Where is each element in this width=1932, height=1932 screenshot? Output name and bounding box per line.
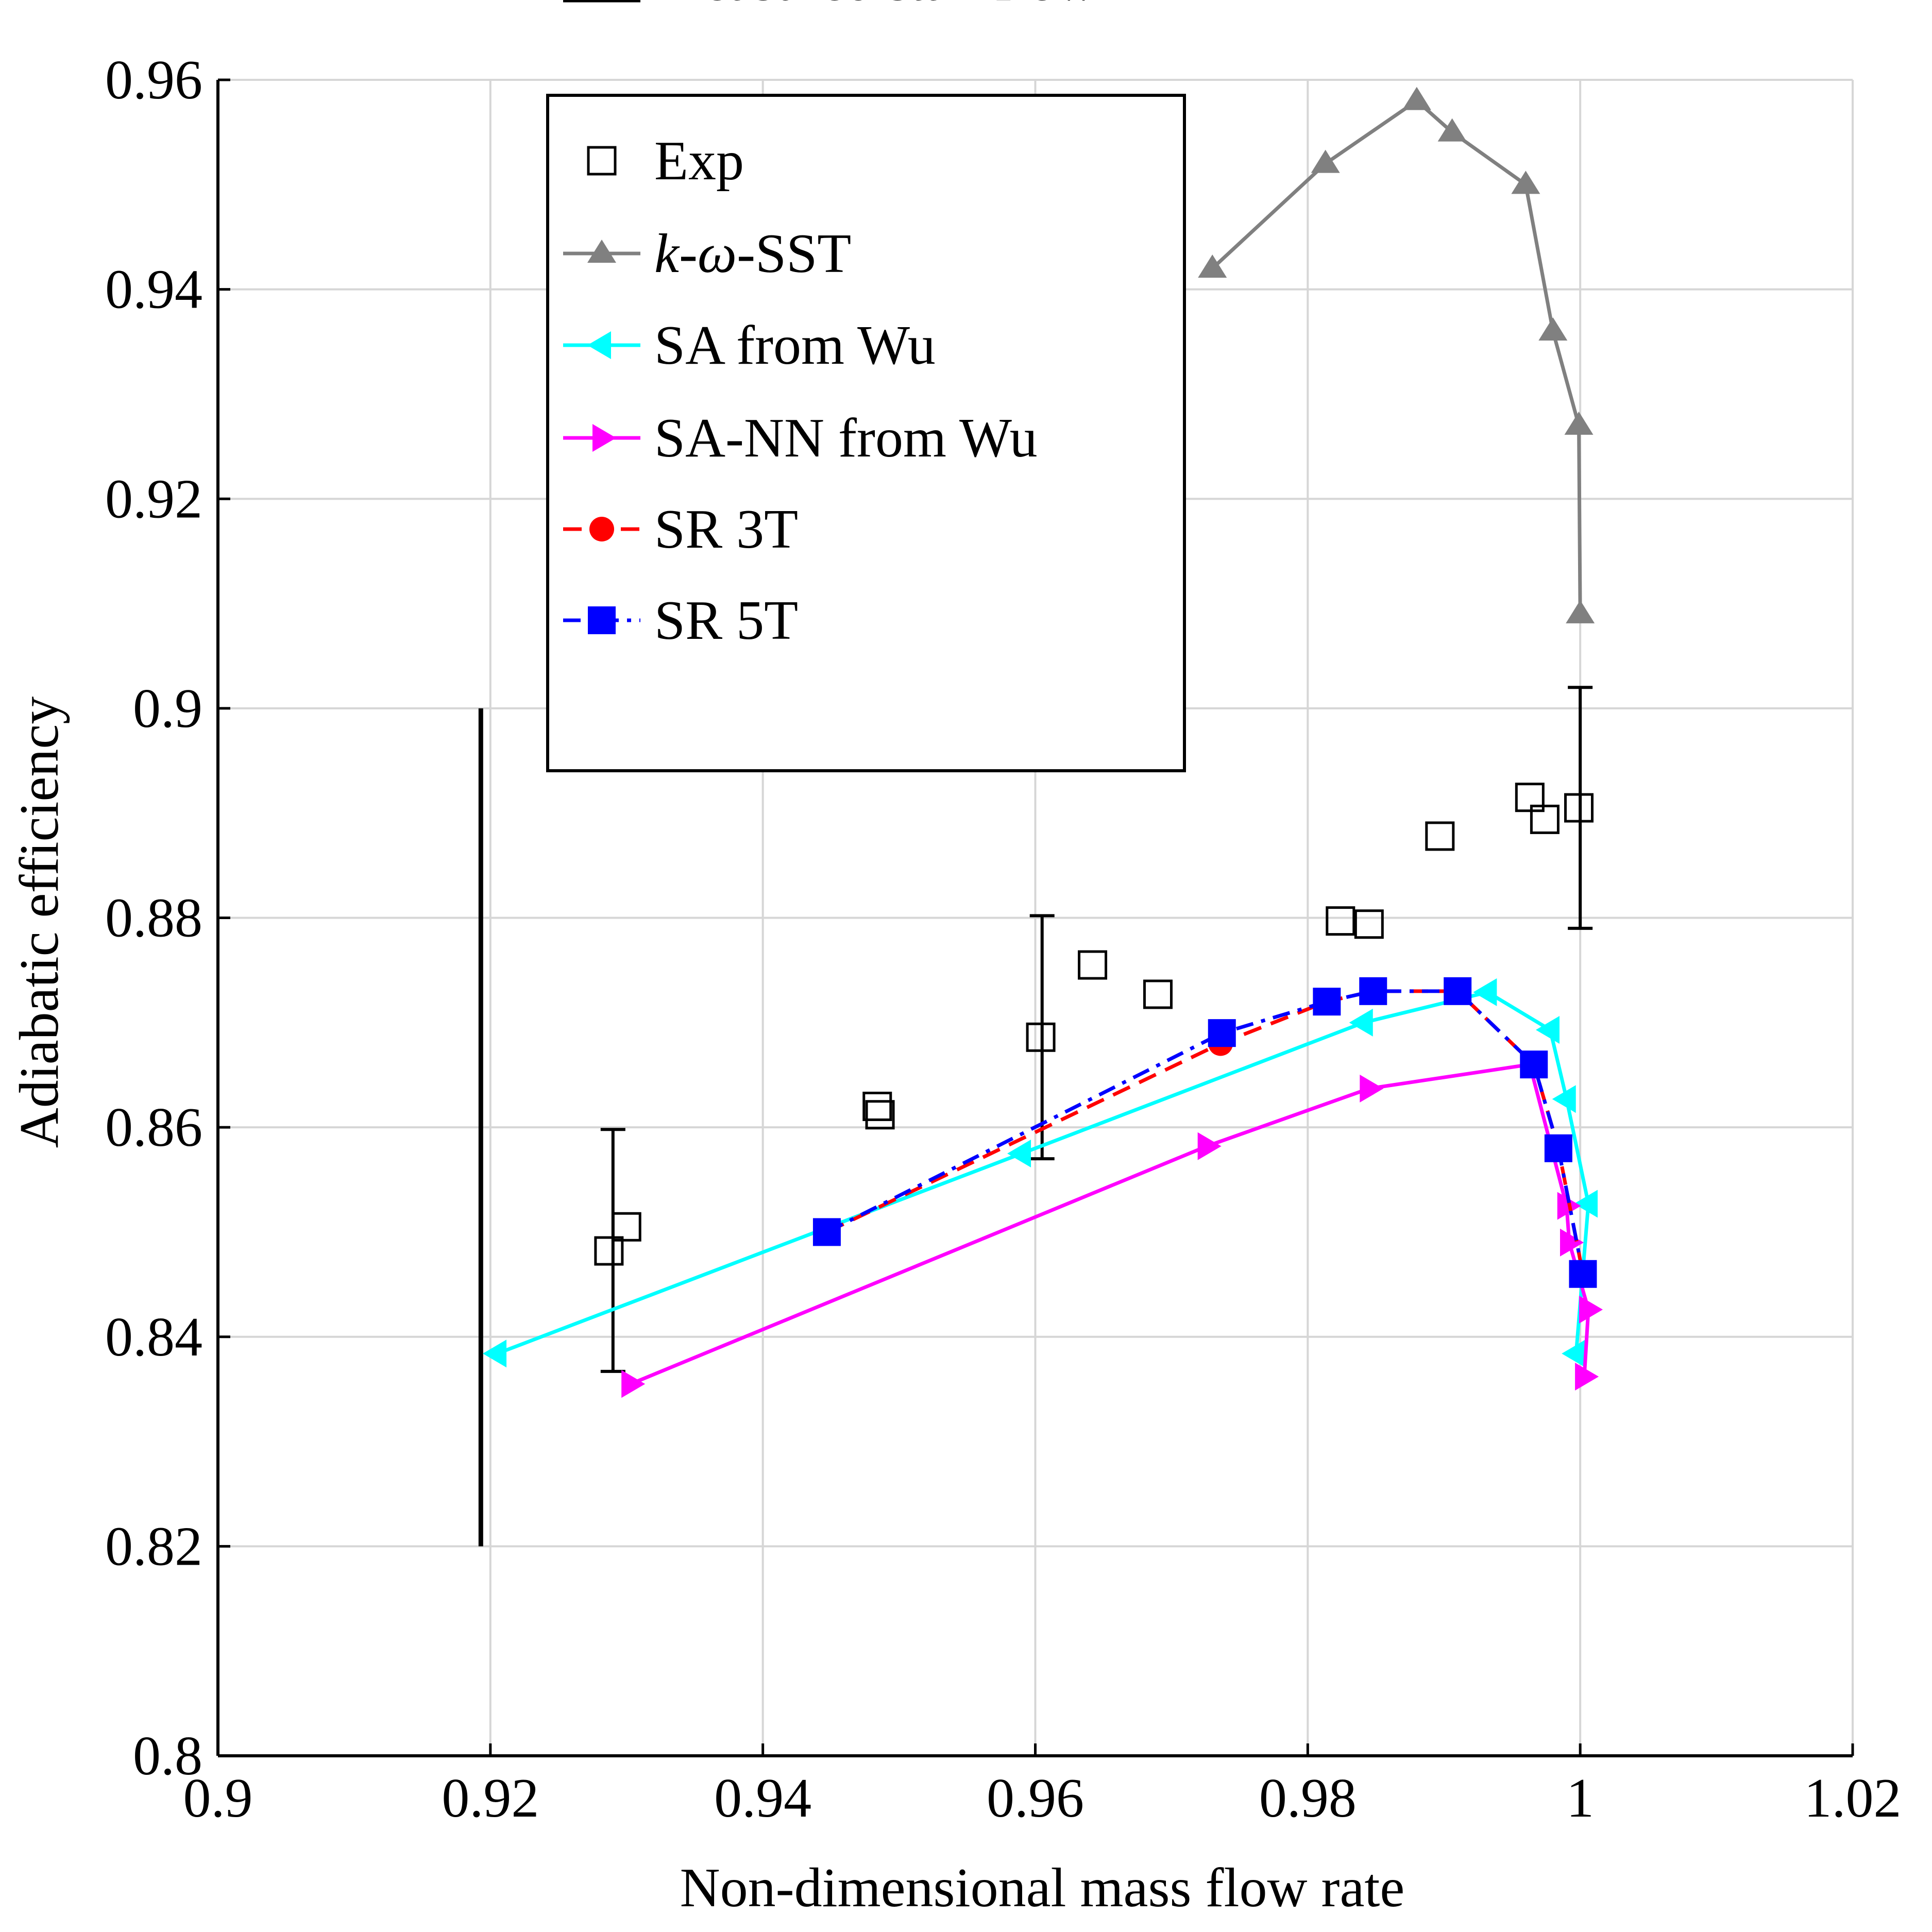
data-point — [1402, 87, 1431, 110]
series-exp — [594, 783, 1594, 1266]
legend-swatch-marker — [587, 146, 617, 176]
data-point — [1208, 1019, 1236, 1047]
legend-label: SR 3T — [654, 499, 798, 560]
data-point — [1437, 118, 1467, 142]
legend-label-part: -SST — [737, 223, 851, 284]
data-point — [1349, 1008, 1373, 1037]
x-tick-label: 0.9 — [183, 1768, 253, 1829]
legend-label-part: k — [654, 223, 680, 284]
data-point — [1530, 804, 1560, 834]
data-point — [612, 1212, 641, 1242]
data-point — [1078, 950, 1108, 980]
y-tick-label: 0.92 — [105, 468, 202, 530]
y-tick-label: 0.94 — [105, 259, 202, 320]
legend-label: Exp — [654, 130, 744, 192]
series-sr-5t — [812, 977, 1597, 1288]
data-point — [812, 1218, 841, 1246]
y-tick-label: 0.86 — [105, 1097, 202, 1158]
legend-swatch-marker — [592, 424, 616, 452]
series-k-sst — [1198, 87, 1595, 623]
data-point — [1520, 1050, 1548, 1079]
legend-label: Measured stall flow — [654, 0, 1096, 12]
data-point — [1311, 149, 1340, 173]
legend-label: SA from Wu — [654, 315, 936, 376]
data-point — [1564, 411, 1594, 435]
ticks: 0.9 0.92 0.94 0.96 0.98 1 1.02 0.8 0.82 0.84 0.86 0… — [105, 49, 1902, 1829]
data-point — [1359, 977, 1387, 1005]
data-point — [483, 1340, 507, 1368]
data-point — [862, 1091, 892, 1121]
data-point — [1566, 600, 1595, 623]
legend-label: k-ω-SST — [654, 223, 851, 284]
data-point — [1574, 1190, 1598, 1218]
series-line — [1211, 99, 1582, 614]
data-point — [1313, 988, 1341, 1016]
data-point — [1354, 909, 1384, 939]
data-point — [1538, 317, 1568, 341]
x-tick-label: 0.94 — [714, 1768, 811, 1829]
data-point — [1569, 1260, 1597, 1288]
data-point — [1560, 1228, 1584, 1257]
x-tick-label: 1.02 — [1804, 1768, 1902, 1829]
series-line — [826, 989, 1585, 1275]
data-point — [1511, 171, 1540, 194]
x-tick-label: 1 — [1566, 1768, 1594, 1829]
y-tick-label: 0.9 — [133, 678, 202, 739]
legend-swatch-marker — [588, 606, 616, 634]
x-tick-label: 0.92 — [442, 1768, 539, 1829]
data-point — [1575, 1363, 1599, 1391]
data-point — [1197, 1132, 1222, 1160]
data-point — [1026, 1022, 1056, 1052]
legend-label: SA-NN from Wu — [654, 408, 1038, 469]
data-point — [1544, 1134, 1572, 1162]
data-point — [865, 1100, 895, 1130]
data-point — [1473, 978, 1497, 1006]
legend-swatch-marker — [587, 331, 611, 359]
data-point — [1579, 1295, 1603, 1324]
data-point — [1198, 254, 1227, 278]
legend-label-part: ω — [698, 223, 737, 284]
data-point — [1562, 1340, 1586, 1368]
x-tick-label: 0.96 — [987, 1768, 1084, 1829]
data-point — [1564, 793, 1594, 823]
y-tick-label: 0.88 — [105, 888, 202, 949]
data-point — [1425, 821, 1455, 851]
data-point — [1007, 1139, 1031, 1167]
data-point — [1143, 979, 1173, 1009]
data-point — [1444, 977, 1472, 1005]
data-point — [1535, 1016, 1560, 1044]
series-layer — [483, 87, 1603, 1398]
x-axis-title: Non-dimensional mass flow rate — [680, 1857, 1405, 1919]
data-point — [594, 1236, 624, 1266]
legend-label-part: - — [679, 223, 698, 284]
data-point — [1552, 1085, 1576, 1113]
x-tick-label: 0.98 — [1259, 1768, 1357, 1829]
legend-box — [546, 94, 1186, 772]
y-tick-label: 0.84 — [105, 1307, 202, 1368]
legend-swatch-marker — [587, 240, 616, 263]
y-tick-label: 0.82 — [105, 1516, 202, 1577]
series-line — [826, 989, 1585, 1275]
y-tick-label: 0.96 — [105, 49, 202, 111]
legend-swatch-marker — [589, 517, 614, 541]
series-line — [496, 990, 1590, 1355]
series-sa-from-wu — [483, 978, 1598, 1368]
error-bars — [600, 686, 1593, 1373]
legend: Exp k-ω-SST SA from Wu SA-NN from Wu SR 3T SR… — [546, 0, 1186, 772]
legend-label: SR 5T — [654, 590, 798, 651]
data-point — [1360, 1074, 1384, 1103]
y-tick-label: 0.8 — [133, 1725, 202, 1787]
data-point — [1326, 906, 1355, 936]
data-point — [1515, 783, 1545, 812]
data-point — [621, 1370, 646, 1398]
y-axis-title: Adiabatic efficiency — [9, 697, 70, 1148]
